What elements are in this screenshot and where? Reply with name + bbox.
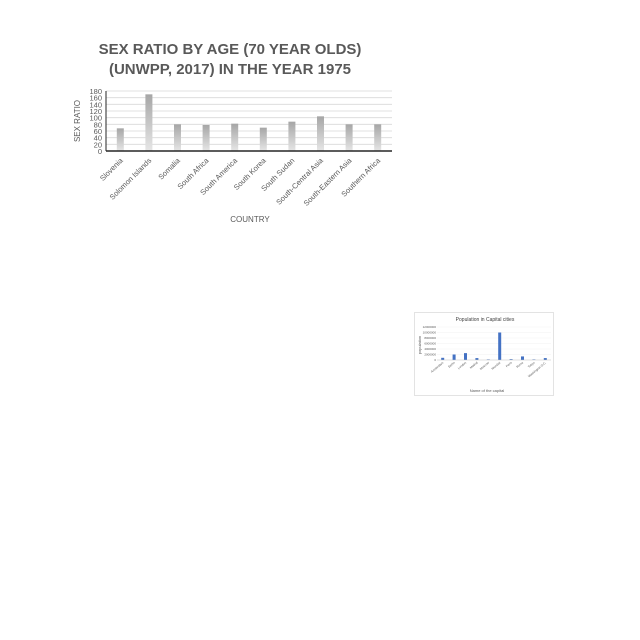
inset-bar [452, 354, 456, 360]
y-tick-label: 120 [89, 107, 102, 116]
chart-title-line-1: SEX RATIO BY AGE (70 YEAR OLDS) [99, 41, 362, 58]
sex-ratio-chart: SEX RATIO BY AGE (70 YEAR OLDS) (UNWPP, … [73, 41, 392, 224]
inset-y-tick-label: 4000000 [424, 347, 436, 351]
inset-bar [498, 332, 502, 360]
inset-category-label: Madrid [469, 360, 479, 369]
inset-y-tick-label: 0 [434, 358, 436, 362]
bar [288, 121, 296, 151]
inset-category-label: Berlin [447, 360, 456, 368]
y-tick-label: 140 [89, 100, 102, 109]
inset-bar [486, 359, 490, 360]
inset-category-label: Moscow [479, 360, 491, 371]
bar [317, 116, 324, 151]
inset-category-label: Amsterdam [430, 360, 445, 373]
inset-category-label: Tokyo [527, 360, 536, 368]
inset-bar-series [441, 332, 547, 360]
inset-y-tick-label: 6000000 [424, 342, 436, 346]
y-tick-label: 80 [94, 120, 102, 129]
inset-category-label: Rome [515, 360, 524, 368]
bar [145, 94, 153, 151]
y-tick-label: 40 [94, 134, 102, 143]
y-tick-label: 180 [89, 87, 102, 96]
y-tick-label: 160 [89, 94, 102, 103]
inset-y-tick-label: 8000000 [424, 336, 436, 340]
inset-y-axis-title: population [417, 336, 422, 354]
inset-bar [509, 359, 513, 360]
bar [259, 127, 267, 151]
bar [202, 125, 210, 151]
bar [231, 123, 239, 151]
inset-bar [543, 358, 547, 360]
bar-series [116, 94, 382, 151]
inset-y-tick-label: 2000000 [424, 353, 436, 357]
inset-category-label: Mumbai [491, 360, 502, 370]
inset-bar [521, 356, 524, 360]
x-axis-title: COUNTRY [230, 215, 270, 224]
inset-category-label: Paris [505, 360, 513, 368]
inset-chart-title: Population in Capital cities [456, 317, 515, 323]
bar [174, 124, 181, 151]
bar [345, 124, 353, 151]
y-tick-label: 100 [89, 114, 102, 123]
inset-bar [475, 358, 479, 360]
inset-bar [441, 357, 445, 360]
bar [374, 124, 382, 151]
inset-category-labels: Amsterdam Berlin London Madrid Moscow Mumbai P… [430, 360, 547, 378]
chart-title-line-2: (UNWPP, 2017) IN THE YEAR 1975 [109, 61, 351, 78]
inset-bar [532, 359, 536, 360]
y-tick-label: 20 [94, 140, 102, 149]
category-label: Somalia [156, 155, 182, 181]
inset-x-axis-title: Name of the capital [470, 388, 505, 393]
inset-gridlines [437, 326, 551, 355]
inset-category-label: London [457, 360, 467, 370]
inset-y-tick-label: 12000000 [423, 325, 437, 329]
bar [116, 128, 124, 151]
inset-bar [464, 353, 467, 360]
y-tick-label: 60 [94, 127, 102, 136]
category-label: South-Eastern Asia [302, 155, 354, 207]
category-label: Slovenia [98, 155, 125, 182]
population-chart-card: Population in Capital cities 0 2000000 400… [414, 312, 554, 396]
y-tick-label: 0 [98, 147, 102, 156]
gridlines [106, 90, 392, 145]
y-axis-title: SEX RATIO [73, 100, 82, 142]
inset-y-tick-label: 10000000 [423, 331, 437, 335]
